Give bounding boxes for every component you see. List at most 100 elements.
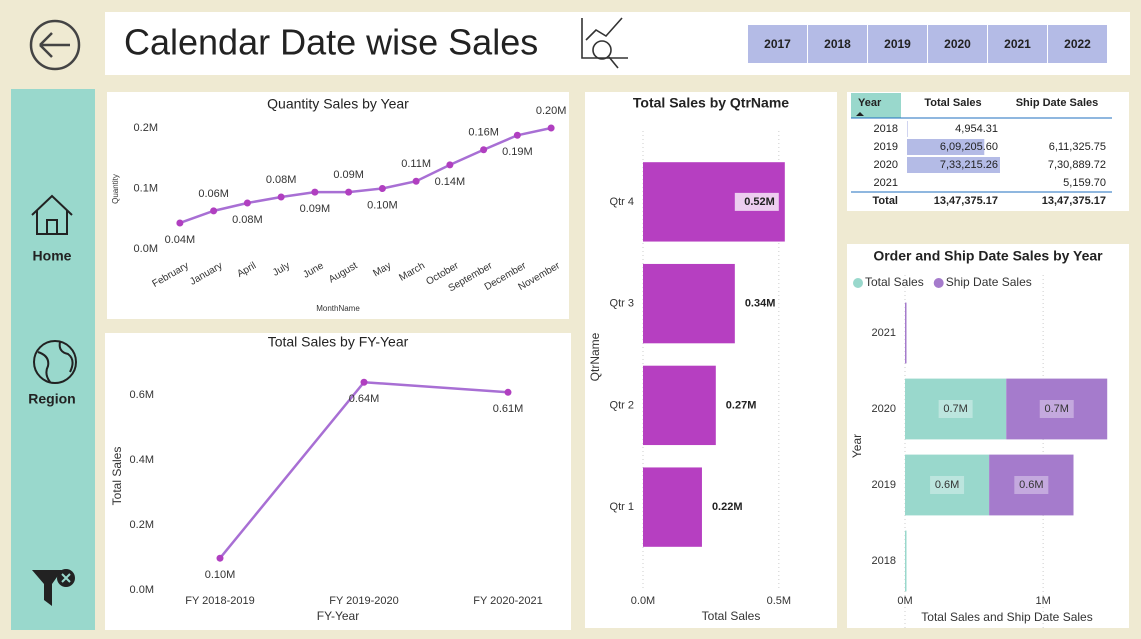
- panel: [105, 333, 571, 630]
- year-label: 2021: [1004, 37, 1031, 51]
- chart-title: Total Sales by QtrName: [633, 95, 789, 111]
- bar: [905, 378, 1007, 440]
- back-circle: [29, 19, 81, 71]
- year-button[interactable]: [748, 25, 807, 63]
- chart-title: Order and Ship Date Sales by Year: [873, 248, 1103, 264]
- data-label: 0.22M: [712, 501, 743, 513]
- year-button[interactable]: [988, 25, 1047, 63]
- table-cell: 7,33,215.26: [940, 159, 998, 171]
- y-tick-label: Qtr 3: [610, 298, 634, 310]
- x-axis-title: MonthName: [316, 304, 360, 313]
- data-label: 0.61M: [493, 403, 524, 415]
- table-cell: 4,954.31: [955, 123, 998, 135]
- point: [277, 193, 285, 201]
- icon-lens: [592, 40, 612, 60]
- table-total: 13,47,375.17: [934, 195, 998, 207]
- point: [504, 388, 512, 396]
- year-label: 2018: [824, 37, 851, 51]
- data-label: 0.09M: [333, 169, 364, 181]
- data-label: 0.10M: [205, 569, 236, 581]
- point: [216, 554, 224, 562]
- icon-trend: [585, 17, 623, 41]
- x-tick-label: FY 2018-2019: [185, 595, 255, 607]
- legend-label: Total Sales: [865, 275, 924, 289]
- y-tick-label: Qtr 4: [610, 196, 634, 208]
- icon-handle: [608, 56, 619, 69]
- clear-x: [61, 573, 71, 583]
- bar: [989, 454, 1074, 516]
- year-label: 2022: [1064, 37, 1091, 51]
- nav-label[interactable]: Home: [33, 248, 72, 264]
- year-button[interactable]: [808, 25, 867, 63]
- x-tick-label: FY 2020-2021: [473, 595, 543, 607]
- data-label: 0.6M: [1019, 479, 1043, 491]
- table-cell: 7,30,889.72: [1048, 159, 1106, 171]
- clear-filter-button[interactable]: [32, 569, 75, 606]
- point: [412, 177, 420, 185]
- icon-axis: [581, 18, 628, 59]
- point: [345, 188, 353, 196]
- data-label: 0.04M: [165, 234, 196, 246]
- label-bg: [938, 400, 973, 418]
- y-tick-label: Qtr 2: [610, 399, 634, 411]
- y-tick-label: 0.4M: [130, 454, 154, 466]
- bar: [643, 365, 716, 446]
- data-label: 0.06M: [198, 188, 229, 200]
- data-label: 0.52M: [744, 196, 775, 208]
- year-button[interactable]: [1048, 25, 1107, 63]
- y-axis-title: Year: [850, 434, 864, 458]
- y-tick-label: 2021: [872, 327, 896, 339]
- data-label: 0.19M: [502, 146, 533, 158]
- page-title: Calendar Date wise Sales: [124, 22, 538, 63]
- table-cell: 6,09,205.60: [940, 141, 998, 153]
- column-header: Year: [858, 97, 882, 109]
- data-label: 0.16M: [468, 127, 499, 139]
- y-tick-label: 2018: [872, 555, 896, 567]
- x-tick-label: FY 2019-2020: [329, 595, 399, 607]
- nav-bar: [11, 89, 95, 630]
- region-icon: [33, 340, 77, 384]
- year-label: 2019: [884, 37, 911, 51]
- point: [547, 124, 555, 132]
- legend-marker: [933, 278, 944, 288]
- point: [378, 185, 386, 192]
- table-cell: 2018: [874, 123, 898, 135]
- data-bar: [907, 157, 1000, 173]
- label-bg: [930, 476, 965, 494]
- bar: [905, 454, 990, 516]
- data-label: 0.7M: [943, 403, 967, 415]
- label-bg: [1014, 476, 1049, 494]
- data-label: 0.20M: [536, 105, 567, 117]
- table-cell: 6,11,325.75: [1049, 141, 1106, 153]
- table-total: 13,47,375.17: [1042, 195, 1106, 207]
- point: [176, 219, 184, 227]
- data-label: 0.7M: [1044, 403, 1068, 415]
- year-button[interactable]: [868, 25, 927, 63]
- data-label: 0.27M: [726, 399, 757, 411]
- x-tick-label: 0M: [897, 595, 912, 607]
- bar: [643, 467, 702, 547]
- back-arrow: [39, 32, 70, 58]
- data-label: 0.14M: [435, 176, 466, 188]
- column-header: Ship Date Sales: [1016, 97, 1099, 109]
- globe: [33, 340, 77, 384]
- back-button[interactable]: [29, 19, 81, 71]
- data-label: 0.64M: [349, 393, 380, 405]
- column-header: Total Sales: [924, 97, 981, 109]
- x-tick-label: 0.5M: [767, 595, 791, 607]
- y-tick-label: Qtr 1: [610, 501, 634, 513]
- year-button[interactable]: [928, 25, 987, 63]
- point: [513, 131, 521, 139]
- continents: [37, 341, 74, 383]
- point: [480, 146, 488, 154]
- bar: [1006, 378, 1108, 440]
- nav-label[interactable]: Region: [28, 391, 75, 407]
- y-axis-title: Total Sales: [110, 447, 124, 506]
- data-bar: [907, 121, 908, 137]
- table-cell: 2021: [874, 177, 898, 189]
- x-tick-label: 1M: [1035, 595, 1050, 607]
- year-label: 2020: [944, 37, 971, 51]
- table-cell: 2019: [874, 141, 898, 153]
